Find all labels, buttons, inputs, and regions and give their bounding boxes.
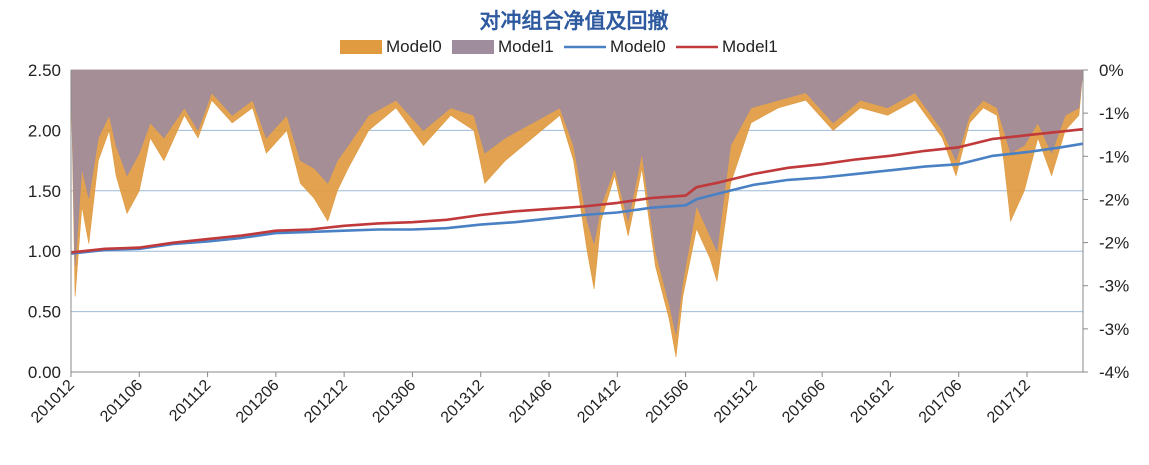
- x-tick-label: 201706: [916, 377, 966, 427]
- nav-line-model1: [70, 127, 1084, 254]
- legend-label: Model1: [722, 37, 778, 56]
- legend-item-area-model1: Model1: [452, 37, 554, 56]
- y-left-tick-label: 1.00: [28, 242, 61, 261]
- nav-line-model0: [70, 142, 1084, 255]
- legend: Model0 Model1 Model0 Model1: [340, 37, 778, 56]
- legend-swatch: [452, 40, 494, 54]
- y-left-tick-label: 2.00: [28, 121, 61, 140]
- y-right-tick-label: 0%: [1099, 61, 1124, 80]
- x-tick-label: 201212: [301, 377, 351, 427]
- legend-swatch: [340, 40, 382, 54]
- x-tick-label: 201312: [438, 377, 488, 427]
- y-right-tick-label: -3%: [1099, 320, 1129, 339]
- y-left-tick-label: 0.50: [28, 303, 61, 322]
- y-right-tick-label: -1%: [1099, 104, 1129, 123]
- x-tick-label: 201206: [233, 377, 283, 427]
- drawdown-area-layer: [70, 69, 1084, 357]
- y-right-tick-label: -1%: [1099, 147, 1129, 166]
- x-tick-label: 201512: [711, 377, 761, 427]
- y-left-tick-label: 0.00: [28, 363, 61, 382]
- legend-item-line-model1: Model1: [676, 37, 778, 56]
- x-tick-label: 201506: [643, 377, 693, 427]
- y-right-tick-label: -4%: [1099, 363, 1129, 382]
- x-tick-label: 201606: [779, 377, 829, 427]
- legend-item-area-model0: Model0: [340, 37, 442, 56]
- y-left-tick-label: 2.50: [28, 61, 61, 80]
- y-left-tick-label: 1.50: [28, 182, 61, 201]
- legend-label: Model1: [498, 37, 554, 56]
- legend-label: Model0: [610, 37, 666, 56]
- chart-title: 对冲组合净值及回撤: [480, 9, 669, 33]
- legend-label: Model0: [386, 37, 442, 56]
- y-right-tick-label: -2%: [1099, 190, 1129, 209]
- y-right-tick-label: -3%: [1099, 277, 1129, 296]
- x-tick-label: 201712: [984, 377, 1034, 427]
- legend-item-line-model0: Model0: [564, 37, 666, 56]
- x-tick-label: 201106: [97, 377, 146, 426]
- x-tick-label: 201612: [847, 377, 897, 427]
- x-tick-label: 201012: [28, 377, 78, 427]
- drawdown-area-model1: [70, 69, 1084, 335]
- nav-line-layer: [70, 127, 1084, 255]
- x-tick-label: 201306: [369, 377, 419, 427]
- x-tick-label: 201412: [574, 377, 624, 427]
- x-tick-label: 201406: [506, 377, 556, 427]
- y-right-tick-label: -2%: [1099, 234, 1129, 253]
- x-tick-label: 201112: [166, 377, 214, 425]
